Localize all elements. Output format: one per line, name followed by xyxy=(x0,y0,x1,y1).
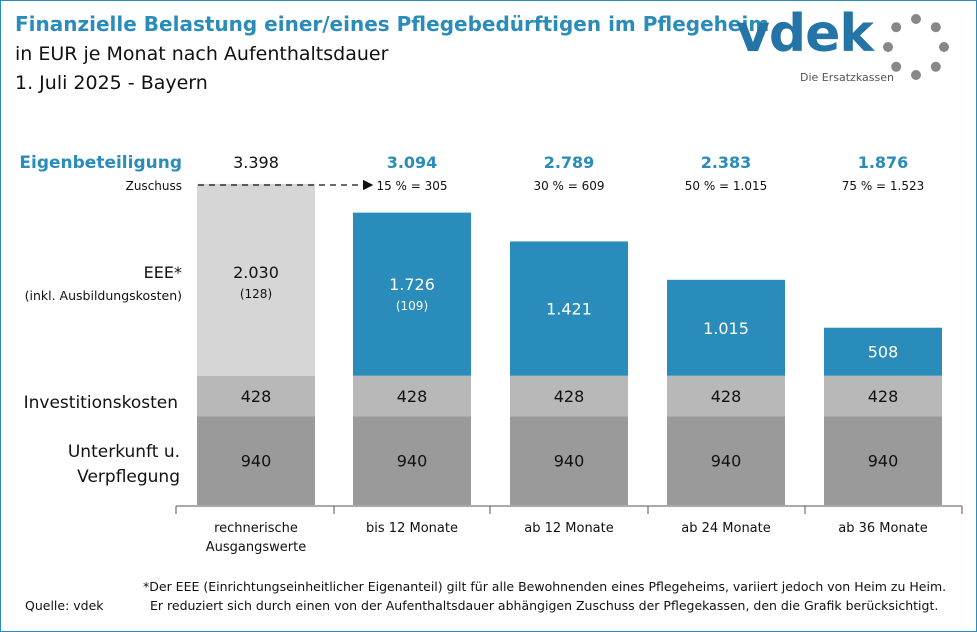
category-label: ab 24 Monate xyxy=(681,521,771,536)
chart-title: Finanzielle Belastung einer/eines Pflege… xyxy=(15,12,770,36)
footnote: *Der EEE (Einrichtungseinheitlicher Eige… xyxy=(143,577,946,615)
source-label: Quelle: vdek xyxy=(25,598,104,613)
zuschuss-label: 15 % = 305 xyxy=(376,179,447,193)
row-label-eigenbeteiligung: Eigenbeteiligung xyxy=(19,153,182,173)
zuschuss-label: 75 % = 1.523 xyxy=(842,179,925,193)
bar-unterkunft xyxy=(197,416,315,505)
logo-wordmark: vdek xyxy=(736,4,874,64)
value-label-unterkunft: 940 xyxy=(241,452,272,471)
chart-subtitle: in EUR je Monat nach Aufenthaltsdauer xyxy=(15,43,389,65)
logo-tagline: Die Ersatzkassen xyxy=(800,71,894,84)
zuschuss-label: 30 % = 609 xyxy=(533,179,604,193)
row-label-investition: Investitionskosten xyxy=(24,393,178,413)
bar-unterkunft xyxy=(510,416,628,505)
value-label-unterkunft: 940 xyxy=(711,452,742,471)
bar-unterkunft xyxy=(353,416,471,505)
logo-circle-icon xyxy=(883,14,949,80)
value-label-eee: 1.421 xyxy=(546,300,592,319)
bar-eee xyxy=(667,279,785,376)
bar-investition xyxy=(197,375,315,417)
bar-investition xyxy=(824,375,942,417)
total-label: 3.094 xyxy=(387,153,438,172)
value-label-investition: 428 xyxy=(554,387,585,406)
bar-eee xyxy=(353,212,471,376)
value-label-eee: 2.030 xyxy=(233,263,279,282)
zuschuss-label: 50 % = 1.015 xyxy=(685,179,768,193)
bar-investition xyxy=(353,375,471,417)
total-label: 2.789 xyxy=(544,153,595,172)
category-label: ab 12 Monate xyxy=(524,521,614,536)
value-label-eee: 1.015 xyxy=(703,319,749,338)
total-label: 3.398 xyxy=(233,153,279,172)
category-label: rechnerische xyxy=(214,521,298,536)
value-label-eee: 1.726 xyxy=(389,275,435,294)
bar-unterkunft xyxy=(824,416,942,505)
bar-unterkunft xyxy=(667,416,785,505)
value-label-ausbildung: (128) xyxy=(240,287,272,301)
total-label: 2.383 xyxy=(701,153,752,172)
chart-date-region: 1. Juli 2025 - Bayern xyxy=(15,72,208,94)
value-label-investition: 428 xyxy=(397,387,428,406)
total-label: 1.876 xyxy=(858,153,909,172)
value-label-investition: 428 xyxy=(711,387,742,406)
value-label-unterkunft: 940 xyxy=(868,452,899,471)
value-label-eee: 508 xyxy=(868,343,899,362)
value-label-ausbildung: (109) xyxy=(396,299,428,313)
row-label-verpflegung: Verpflegung xyxy=(77,467,180,487)
row-label-eee: EEE* xyxy=(144,263,182,282)
bar-investition xyxy=(510,375,628,417)
value-label-unterkunft: 940 xyxy=(397,452,428,471)
category-label: ab 36 Monate xyxy=(838,521,928,536)
footnote-line-1: *Der EEE (Einrichtungseinheitlicher Eige… xyxy=(143,579,947,594)
category-label: bis 12 Monate xyxy=(366,521,458,536)
row-label-unterkunft: Unterkunft u. xyxy=(68,442,180,462)
category-label: Ausgangswerte xyxy=(206,540,306,555)
row-label-zuschuss: Zuschuss xyxy=(126,179,182,193)
value-label-unterkunft: 940 xyxy=(554,452,585,471)
row-label-eee-sub: (inkl. Ausbildungskosten) xyxy=(25,288,182,303)
footnote-line-2: Er reduziert sich durch einen von der Au… xyxy=(150,598,939,613)
bar-eee xyxy=(197,183,315,376)
value-label-investition: 428 xyxy=(241,387,272,406)
bar-eee xyxy=(510,241,628,376)
vdek-logo: vdek Die Ersatzkassen xyxy=(736,4,956,90)
value-label-investition: 428 xyxy=(868,387,899,406)
bar-investition xyxy=(667,375,785,417)
bar-eee xyxy=(824,327,942,376)
